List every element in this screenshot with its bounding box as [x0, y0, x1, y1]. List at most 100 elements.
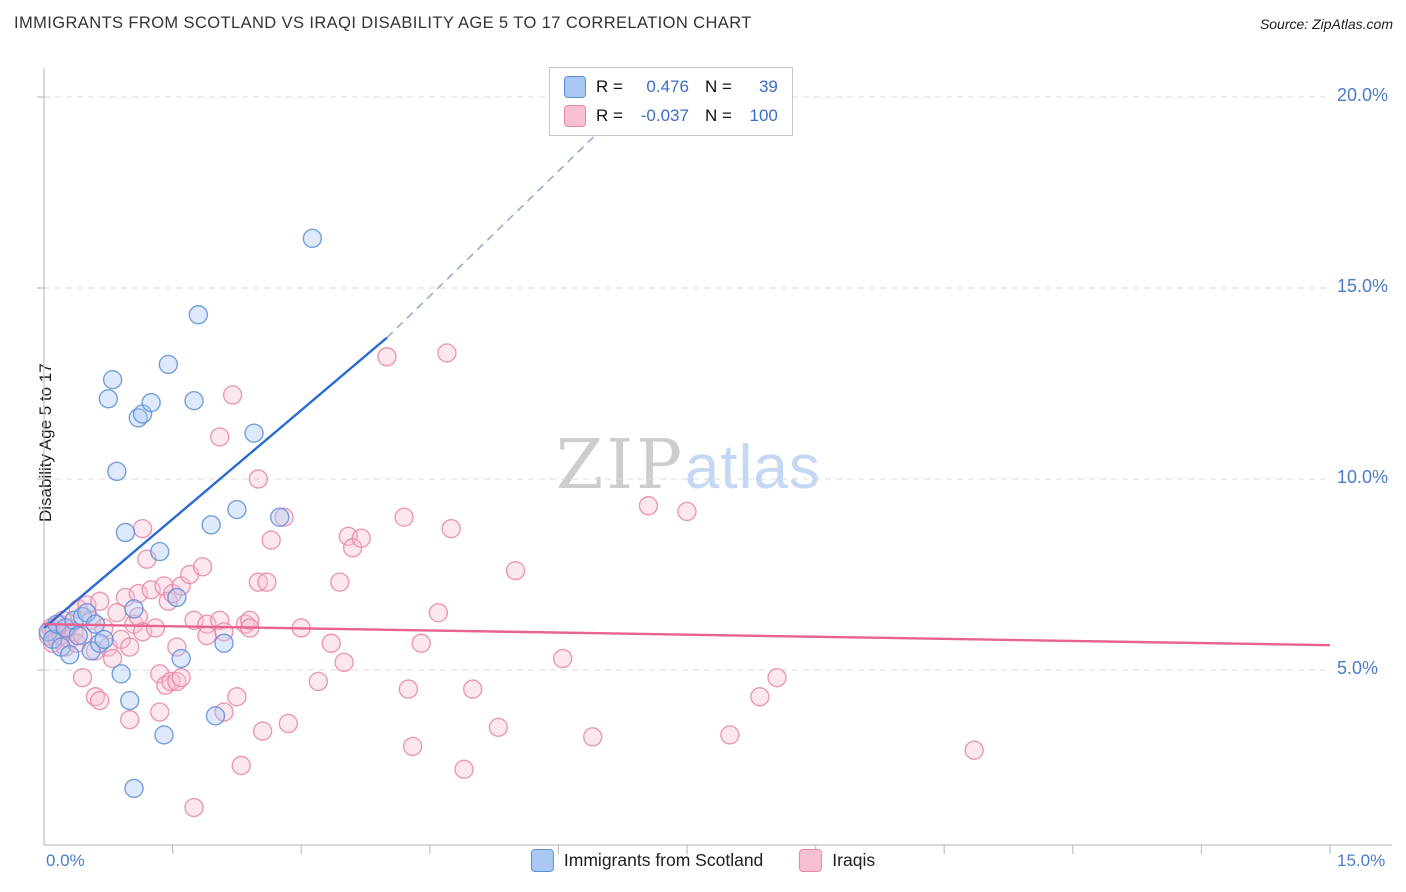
- trend-line: [43, 336, 388, 629]
- iraqis-point: [184, 797, 204, 818]
- scotland-point: [201, 515, 221, 535]
- scotland-point: [154, 725, 174, 745]
- iraqis-point: [102, 648, 123, 669]
- iraqis-point: [750, 687, 770, 707]
- scotland-point: [94, 629, 114, 650]
- n-value-scotland: 39: [758, 77, 778, 96]
- x-axis-max-label: 15.0%: [1337, 851, 1386, 870]
- legend-item-scotland: Immigrants from Scotland: [530, 849, 764, 872]
- scotland-legend-swatch-icon: [530, 849, 554, 872]
- x-axis-min-label: 0.0%: [46, 851, 85, 870]
- iraqis-point: [210, 427, 230, 447]
- iraqis-point: [437, 343, 457, 363]
- iraqis-point: [394, 507, 414, 527]
- scotland-point: [68, 625, 88, 646]
- iraqis-point: [167, 637, 187, 657]
- scotland-point: [124, 599, 144, 619]
- scotland-point: [188, 305, 209, 325]
- iraqis-point: [222, 385, 243, 405]
- scotland-point: [302, 228, 323, 249]
- scotland-point: [60, 645, 80, 665]
- scotland-point: [171, 648, 191, 669]
- legend-label-iraqis: Iraqis: [832, 850, 876, 870]
- iraqis-point: [677, 501, 697, 522]
- scotland-point: [115, 522, 136, 543]
- iraqis-point: [454, 759, 474, 780]
- iraqis-point: [278, 713, 299, 734]
- legend-item-iraqis: Iraqis: [799, 849, 875, 872]
- scotland-point: [107, 461, 127, 482]
- iraqis-point: [252, 721, 273, 741]
- iraqis-point: [638, 496, 659, 516]
- iraqis-point: [330, 572, 350, 592]
- iraqis-swatch-icon: [564, 105, 586, 127]
- iraqis-point: [72, 667, 93, 688]
- iraqis-point: [351, 528, 371, 548]
- source-attribution: Source: ZipAtlas.com: [1259, 16, 1393, 32]
- iraqis-point: [227, 687, 247, 707]
- scotland-swatch-icon: [564, 76, 586, 98]
- iraqis-point: [171, 667, 191, 688]
- iraqis-point: [90, 591, 110, 611]
- scotland-point: [205, 706, 226, 726]
- zipatlas-watermark: ZIPatlas: [556, 426, 821, 505]
- iraqis-point: [240, 610, 260, 631]
- stats-row-iraqis: R = -0.037 N = 100: [564, 105, 778, 127]
- scotland-point: [120, 690, 140, 711]
- iraqis-point: [161, 671, 181, 692]
- scotland-point: [98, 389, 119, 409]
- iraqis-point: [488, 717, 509, 737]
- scotland-point: [102, 369, 123, 390]
- scotland-point: [227, 499, 247, 520]
- iraqis-point: [720, 725, 740, 745]
- iraqis-point: [428, 603, 449, 623]
- iraqis-point: [132, 518, 153, 539]
- trend-line: [43, 622, 1331, 647]
- scotland-point: [270, 507, 290, 527]
- iraqis-point: [552, 648, 573, 669]
- iraqis-point: [197, 625, 217, 646]
- iraqis-point: [377, 347, 397, 367]
- iraqis-point: [120, 637, 140, 657]
- iraqis-point: [145, 618, 166, 638]
- n-value-iraqis: 100: [749, 106, 778, 125]
- iraqis-point: [402, 736, 423, 757]
- iraqis-point: [308, 671, 329, 692]
- iraqis-point: [120, 709, 140, 730]
- iraqis-point: [964, 740, 984, 760]
- trend-line-dashed-extension: [386, 128, 602, 339]
- iraqis-point: [274, 507, 294, 527]
- r-label: R =: [596, 106, 623, 125]
- y-tick-label-15: 15.0%: [1337, 276, 1389, 296]
- scotland-point: [158, 354, 179, 375]
- iraqis-legend-swatch-icon: [799, 849, 823, 872]
- iraqis-point: [210, 610, 230, 631]
- iraqis-point: [150, 702, 170, 722]
- r-value-iraqis: -0.037: [640, 106, 689, 125]
- scotland-point: [141, 392, 161, 413]
- iraqis-point: [72, 625, 93, 646]
- iraqis-point: [231, 755, 251, 776]
- scotland-point: [184, 390, 204, 411]
- n-label: N =: [704, 77, 732, 96]
- watermark-atlas-text: atlas: [684, 433, 821, 502]
- iraqis-point: [398, 679, 419, 699]
- scotland-point: [150, 541, 170, 562]
- iraqis-point: [192, 557, 213, 577]
- page-title: IMMIGRANTS FROM SCOTLAND VS IRAQI DISABI…: [14, 14, 752, 32]
- iraqis-point: [441, 518, 461, 539]
- iraqis-point: [411, 633, 431, 653]
- iraqis-point: [767, 667, 787, 688]
- r-value-scotland: 0.476: [646, 77, 689, 96]
- scotland-point: [214, 633, 234, 653]
- legend-label-scotland: Immigrants from Scotland: [563, 850, 764, 870]
- y-tick-label-20: 20.0%: [1337, 85, 1389, 105]
- n-label: N =: [704, 106, 732, 125]
- iraqis-point: [462, 679, 483, 699]
- scotland-point: [244, 423, 264, 443]
- scotland-point: [167, 587, 187, 608]
- iraqis-point: [150, 664, 170, 684]
- iraqis-point: [261, 530, 281, 550]
- scotland-point: [111, 664, 131, 684]
